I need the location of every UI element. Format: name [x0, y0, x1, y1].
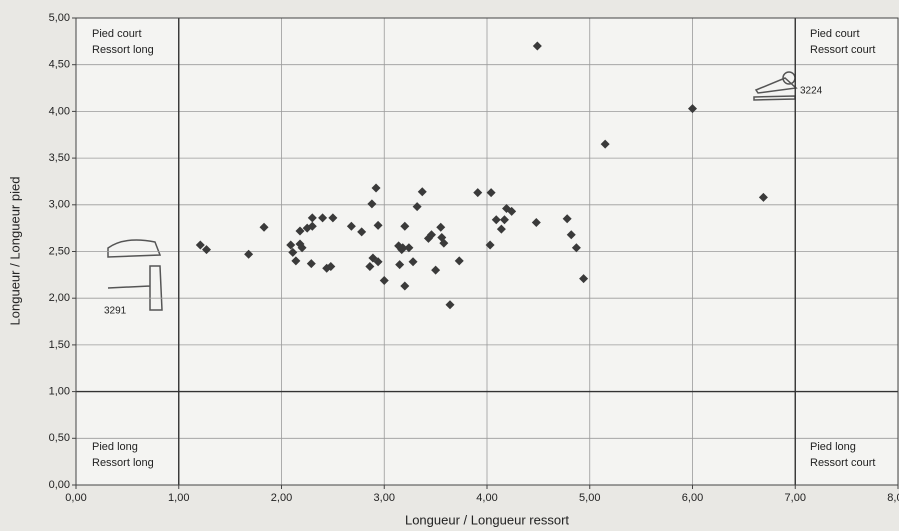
quadrant-label: Ressort long	[92, 44, 154, 56]
point	[306, 259, 316, 269]
point	[379, 275, 389, 285]
y-tick-label: 4,00	[49, 105, 70, 117]
x-tick-label: 7,00	[785, 492, 806, 504]
y-tick-label: 5,00	[49, 12, 70, 24]
specimen-3291-icon	[107, 239, 163, 311]
point	[758, 192, 768, 202]
point	[412, 202, 422, 212]
y-tick-label: 3,50	[49, 152, 70, 164]
specimen-label: 3224	[800, 86, 823, 97]
quadrant-label: Pied long	[92, 441, 138, 453]
point	[485, 240, 495, 250]
plot-border	[75, 17, 899, 486]
point	[373, 257, 383, 267]
x-tick-label: 2,00	[271, 492, 292, 504]
point	[404, 243, 414, 253]
specimen-label: 3291	[104, 306, 127, 317]
point	[427, 230, 437, 240]
point	[371, 183, 381, 193]
point	[346, 221, 356, 231]
point	[454, 256, 464, 266]
point	[307, 221, 317, 231]
point	[532, 41, 542, 51]
x-tick-label: 8,00	[887, 492, 899, 504]
y-tick-label: 1,50	[49, 339, 70, 351]
point	[307, 213, 317, 223]
point	[439, 238, 449, 248]
point	[201, 245, 211, 255]
point	[445, 300, 455, 310]
point	[417, 187, 427, 197]
point	[499, 215, 509, 225]
point	[562, 214, 572, 224]
point	[398, 243, 408, 253]
quadrant-label: Ressort court	[810, 457, 875, 469]
point	[357, 227, 367, 237]
point	[295, 226, 305, 236]
point	[431, 265, 441, 275]
quadrant-label: Ressort court	[810, 44, 875, 56]
point	[571, 243, 581, 253]
y-tick-label: 0,00	[49, 479, 70, 491]
point	[473, 188, 483, 198]
point	[408, 257, 418, 267]
point	[259, 222, 269, 232]
point	[326, 261, 336, 271]
y-axis-title: Longueur / Longueur pied	[7, 177, 22, 326]
y-tick-label: 0,50	[49, 432, 70, 444]
point	[486, 188, 496, 198]
quadrant-label: Pied long	[810, 441, 856, 453]
quadrant-label: Ressort long	[92, 457, 154, 469]
y-tick-label: 1,00	[49, 386, 70, 398]
point	[579, 274, 589, 284]
point	[367, 199, 377, 209]
point	[328, 213, 338, 223]
point	[400, 221, 410, 231]
x-tick-label: 5,00	[579, 492, 600, 504]
x-axis-title: Longueur / Longueur ressort	[405, 512, 569, 527]
point	[373, 220, 383, 230]
point	[507, 206, 517, 216]
quadrant-label: Pied court	[810, 28, 860, 40]
point	[491, 215, 501, 225]
x-tick-label: 0,00	[65, 492, 86, 504]
point	[436, 222, 446, 232]
y-tick-label: 4,50	[49, 59, 70, 71]
point	[496, 224, 506, 234]
point	[688, 104, 697, 114]
point	[288, 247, 298, 257]
point	[365, 261, 375, 271]
point	[291, 256, 301, 266]
point	[531, 218, 541, 228]
point	[297, 243, 307, 253]
x-tick-label: 6,00	[682, 492, 703, 504]
quadrant-label: Pied court	[92, 28, 142, 40]
x-tick-label: 4,00	[476, 492, 497, 504]
point	[286, 240, 296, 250]
y-tick-label: 2,00	[49, 292, 70, 304]
x-tick-label: 1,00	[168, 492, 189, 504]
y-tick-label: 3,00	[49, 199, 70, 211]
point	[318, 213, 328, 223]
point	[195, 240, 205, 250]
point	[395, 260, 405, 270]
x-tick-label: 3,00	[374, 492, 395, 504]
point	[566, 230, 576, 240]
point	[600, 139, 610, 149]
point	[244, 249, 254, 259]
y-tick-label: 2,50	[49, 245, 70, 257]
point	[400, 281, 410, 291]
